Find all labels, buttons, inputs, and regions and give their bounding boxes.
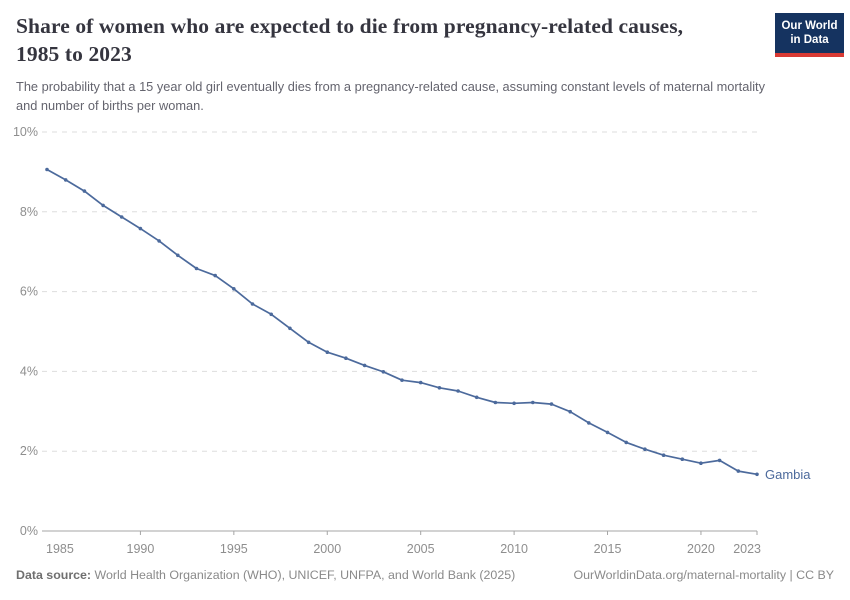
- data-point: [362, 363, 367, 368]
- chart-subtitle: The probability that a 15 year old girl …: [16, 79, 765, 113]
- data-source-note: Data source: World Health Organization (…: [16, 567, 515, 583]
- y-tick-label: 8%: [20, 205, 38, 219]
- data-point: [418, 380, 423, 385]
- data-point: [568, 409, 572, 414]
- data-point: [549, 402, 554, 406]
- data-point: [157, 239, 161, 243]
- x-tick-label: 2023: [733, 542, 761, 556]
- data-point: [250, 302, 255, 306]
- data-point: [736, 469, 741, 473]
- data-point: [119, 215, 124, 219]
- data-point: [755, 472, 759, 477]
- owid-logo[interactable]: Our World in Data: [775, 13, 844, 57]
- chart-title: Share of women who are expected to die f…: [16, 14, 684, 67]
- series-line-gambia: [46, 168, 758, 476]
- data-point: [306, 340, 311, 345]
- data-point: [82, 189, 87, 193]
- data-point: [400, 378, 404, 383]
- data-point: [194, 266, 199, 271]
- data-point: [456, 389, 460, 393]
- data-point: [45, 167, 49, 172]
- data-point: [437, 386, 442, 390]
- data-point: [381, 370, 386, 374]
- x-tick-label: 2000: [313, 542, 341, 556]
- data-point: [699, 461, 703, 466]
- y-tick-label: 0%: [20, 524, 38, 538]
- y-tick-label: 4%: [20, 364, 38, 378]
- data-source-label: Data source:: [16, 568, 92, 582]
- data-point: [512, 401, 516, 406]
- data-point: [232, 287, 236, 291]
- data-point: [680, 457, 685, 462]
- data-point: [213, 273, 217, 278]
- data-point: [344, 356, 348, 361]
- series-label[interactable]: Gambia: [765, 467, 811, 482]
- x-tick-label: 2020: [687, 542, 715, 556]
- data-point: [587, 421, 591, 425]
- chart-footer: Data source: World Health Organization (…: [16, 567, 834, 583]
- x-tick-label: 2010: [500, 542, 528, 556]
- x-tick-label: 1985: [46, 542, 74, 556]
- data-point: [288, 326, 292, 331]
- x-tick-label: 1990: [127, 542, 155, 556]
- data-point: [605, 430, 610, 435]
- x-tick-label: 1995: [220, 542, 248, 556]
- owid-logo-line1: Our World: [781, 20, 838, 32]
- data-source-text: World Health Organization (WHO), UNICEF,…: [91, 568, 516, 582]
- owid-logo-line2: in Data: [790, 34, 829, 47]
- y-tick-label: 6%: [20, 285, 38, 299]
- data-point: [101, 203, 105, 208]
- data-point: [493, 400, 498, 405]
- data-point: [531, 400, 535, 405]
- y-tick-label: 2%: [20, 444, 38, 458]
- x-tick-label: 2015: [594, 542, 622, 556]
- data-point: [63, 178, 68, 182]
- data-point: [269, 312, 274, 317]
- data-point: [474, 395, 479, 400]
- data-point: [624, 440, 628, 445]
- attribution-link[interactable]: OurWorldinData.org/maternal-mortality | …: [573, 568, 834, 582]
- data-point: [325, 350, 330, 355]
- data-point: [176, 253, 180, 258]
- y-tick-label: 10%: [13, 125, 38, 139]
- x-tick-label: 2005: [407, 542, 435, 556]
- data-point: [661, 453, 666, 458]
- data-point: [717, 458, 722, 463]
- data-point: [643, 447, 647, 452]
- data-point: [138, 226, 143, 231]
